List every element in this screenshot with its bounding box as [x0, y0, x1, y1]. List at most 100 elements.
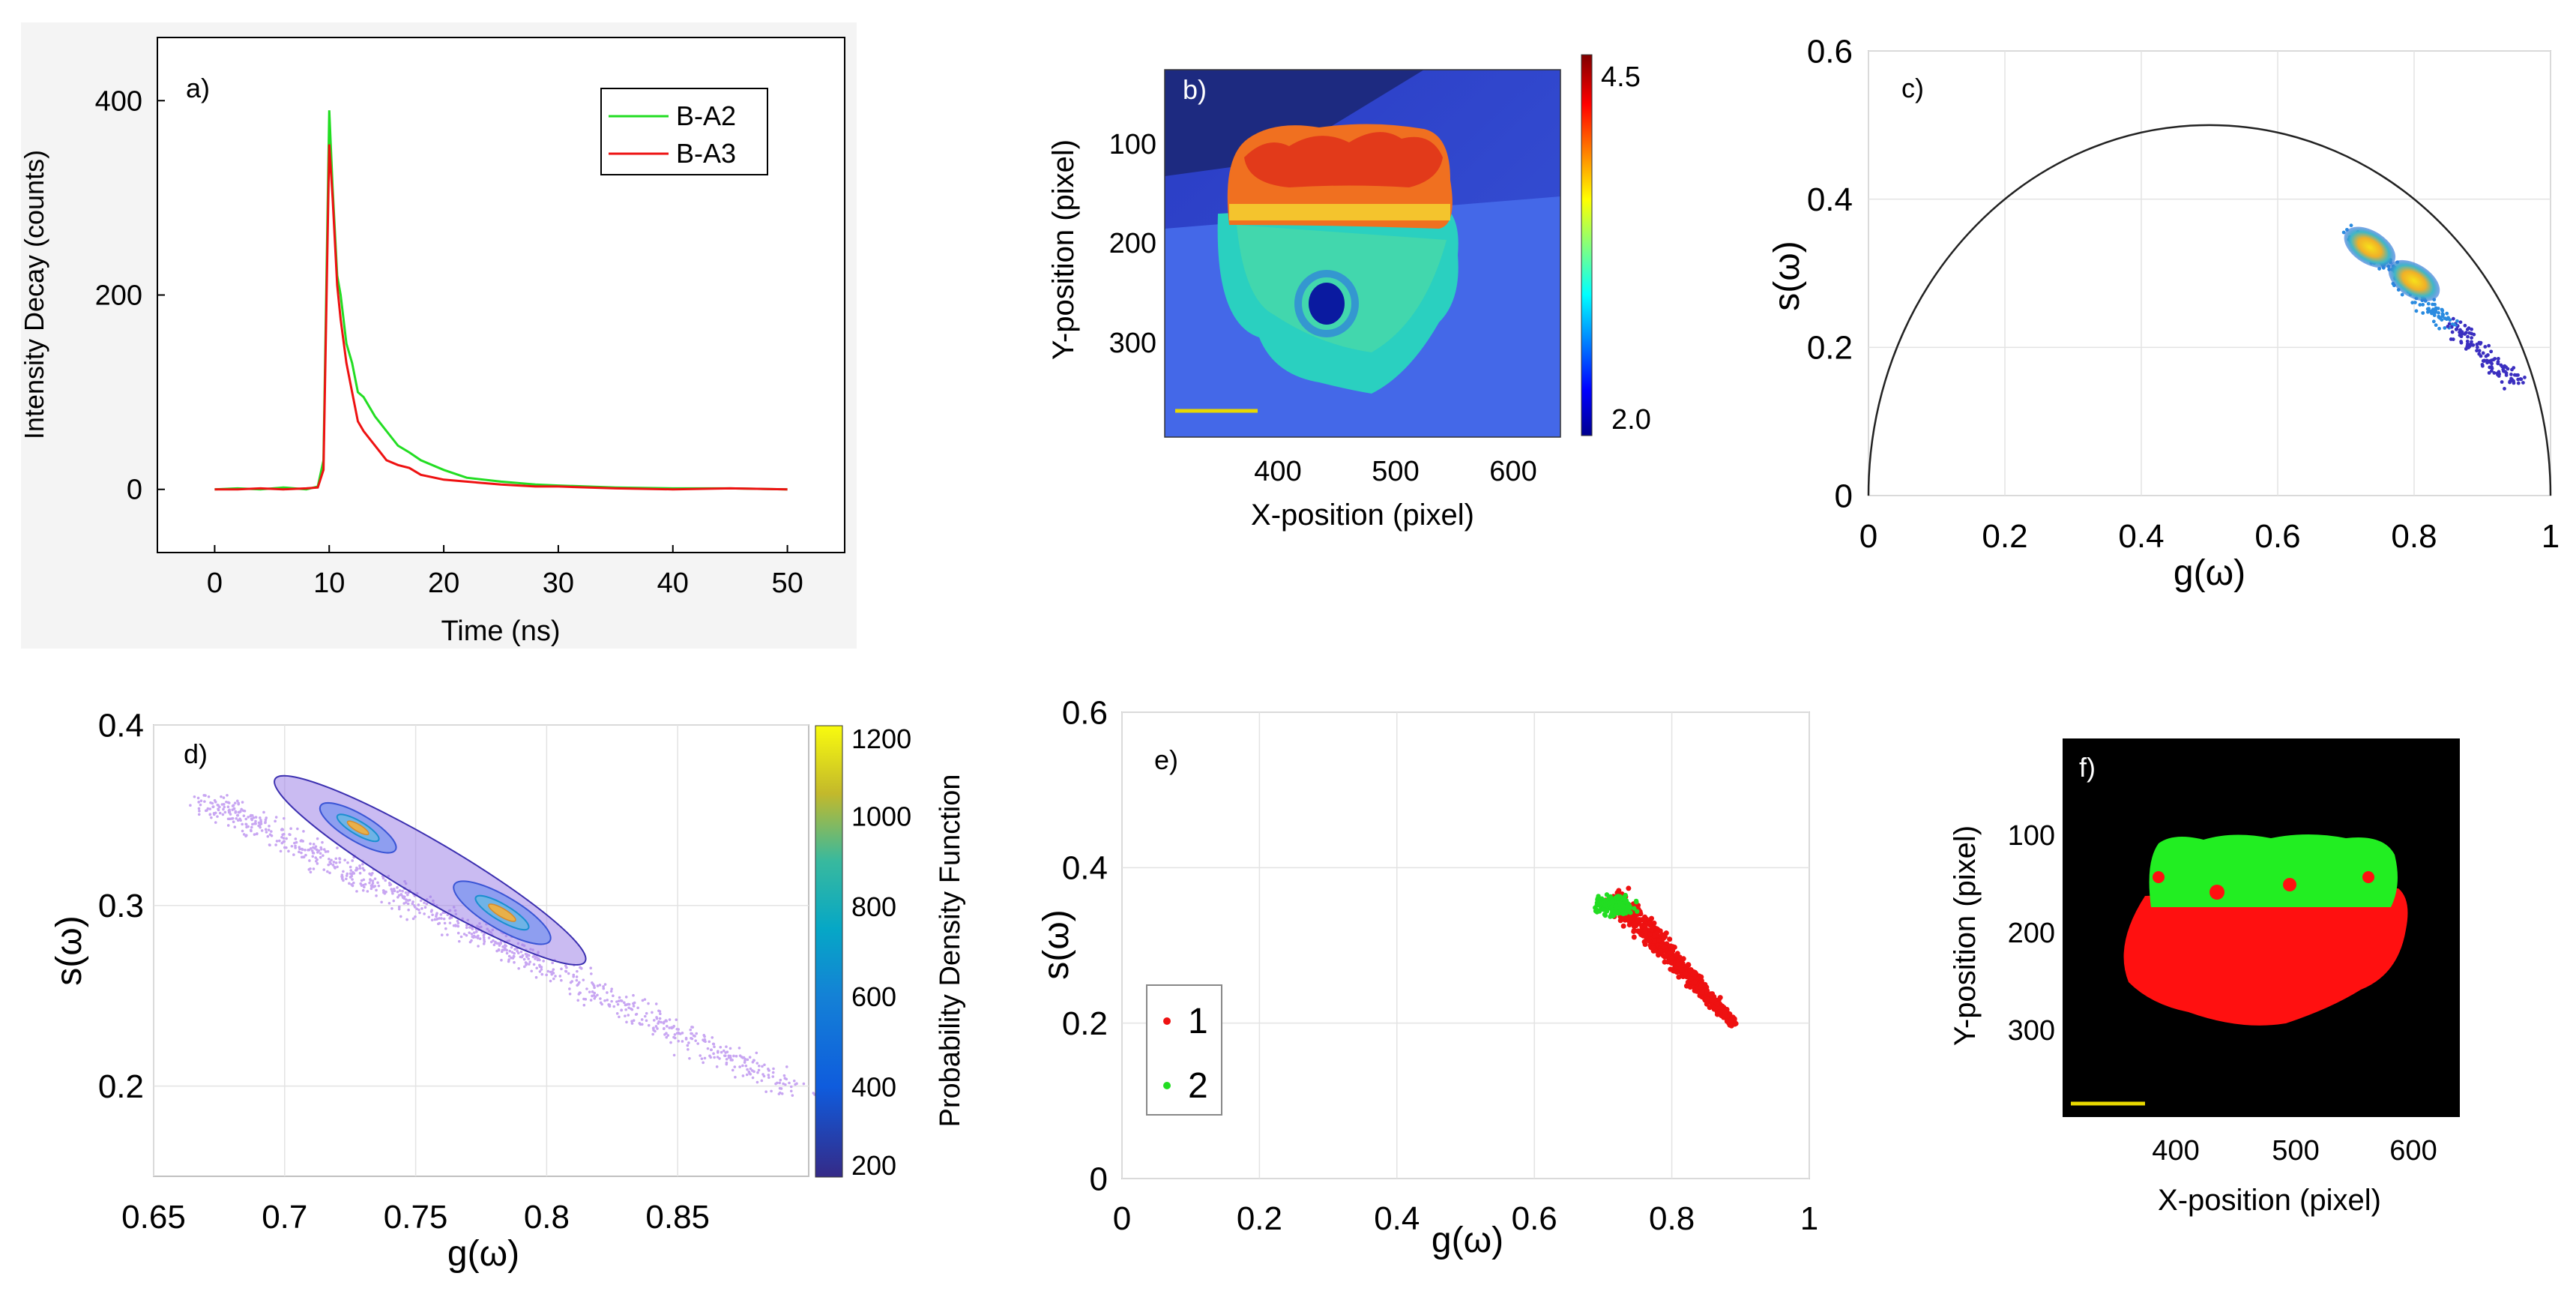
scatter-point — [2450, 330, 2455, 334]
panel-d-ticks: 0.65 0.7 0.75 0.8 0.85 0.2 0.3 0.4 — [98, 707, 710, 1236]
y-tick-label: 0.4 — [1062, 850, 1108, 887]
scatter-point — [459, 935, 463, 939]
scatter-point — [232, 807, 236, 810]
scatter-point-1 — [1633, 923, 1639, 929]
panel-e-axes — [1121, 711, 1810, 1179]
scatter-point — [2410, 301, 2415, 305]
scatter-point-2 — [1594, 907, 1599, 913]
scatter-point — [616, 1002, 620, 1006]
scatter-point — [427, 915, 431, 919]
x-tick-label: 0.7 — [262, 1199, 307, 1236]
scatter-point — [771, 1075, 775, 1078]
scatter-point — [615, 1000, 618, 1003]
scatter-point — [381, 876, 385, 880]
y-tick-label: 0 — [1835, 478, 1853, 514]
scatter-point — [301, 848, 304, 851]
scatter-point — [247, 825, 250, 828]
scatter-point — [610, 999, 613, 1003]
scatter-point — [651, 1011, 654, 1014]
scatter-point — [387, 902, 391, 905]
scatter-point — [232, 820, 235, 824]
scatter-point-1 — [1667, 936, 1673, 942]
scatter-point — [788, 1081, 791, 1085]
scatter-point-2 — [1610, 900, 1616, 905]
scatter-point — [393, 889, 396, 893]
scatter-point — [399, 915, 402, 918]
scatter-point-1 — [1669, 955, 1675, 961]
scatter-point — [235, 816, 238, 820]
scatter-point-2 — [1596, 900, 1602, 906]
scatter-point — [334, 861, 338, 864]
y-tick-label: 0 — [127, 475, 142, 506]
scatter-point — [690, 1026, 693, 1029]
scatter-point — [242, 814, 246, 817]
scatter-point — [708, 1054, 711, 1058]
scatter-point — [312, 867, 316, 870]
scatter-point — [435, 915, 438, 918]
scatter-point — [540, 968, 543, 971]
scatter-point-2 — [1620, 903, 1626, 909]
scatter-point — [703, 1056, 707, 1060]
scatter-point — [233, 825, 237, 828]
panel-a-series — [214, 110, 788, 491]
scatter-point — [612, 1005, 616, 1008]
scatter-point — [298, 847, 301, 851]
scatter-point — [746, 1068, 749, 1071]
scatter-point-1 — [1647, 938, 1653, 944]
scatter-point — [289, 827, 292, 831]
scatter-point — [757, 1068, 761, 1072]
scatter-point — [2492, 371, 2497, 375]
scatter-point — [294, 837, 298, 840]
x-tick-label: 0.85 — [645, 1199, 710, 1236]
scatter-point — [645, 1011, 648, 1015]
scatter-point-1 — [1616, 888, 1622, 894]
scatter-point — [334, 867, 337, 870]
scatter-point — [752, 1059, 755, 1062]
scatter-point-2 — [1622, 894, 1628, 900]
scatter-point — [260, 829, 264, 832]
scatter-point — [264, 828, 268, 831]
panel-b-label: b) — [1183, 74, 1207, 105]
scatter-point — [390, 888, 393, 891]
y-tick-label: 0.4 — [1807, 181, 1853, 218]
scatter-point — [639, 1023, 642, 1026]
scatter-point — [338, 861, 342, 864]
scatter-point-1 — [1651, 920, 1657, 926]
scatter-point — [791, 1094, 794, 1097]
legend-marker-2 — [1163, 1082, 1171, 1089]
scatter-point-1 — [1699, 989, 1705, 995]
panel-f-xtick-400: 400 — [2152, 1135, 2199, 1167]
scatter-point — [355, 866, 358, 870]
scatter-point — [767, 1074, 770, 1077]
scatter-point — [279, 849, 283, 853]
scatter-point — [599, 997, 602, 1000]
scatter-point — [373, 877, 377, 880]
scatter-point — [222, 807, 225, 811]
scatter-point-1 — [1688, 976, 1694, 982]
scatter-point-2 — [1606, 900, 1612, 906]
scatter-point — [414, 915, 417, 918]
scatter-point — [624, 1014, 627, 1017]
scatter-point — [404, 900, 408, 904]
scatter-point — [247, 816, 250, 819]
x-tick-label: 10 — [313, 568, 345, 599]
scatter-point — [300, 839, 304, 843]
scatter-point-1 — [1655, 926, 1661, 932]
scatter-point-1 — [1650, 924, 1656, 930]
scatter-point — [2418, 303, 2422, 307]
scatter-point — [281, 828, 285, 831]
scatter-point — [319, 855, 322, 859]
scatter-point — [274, 843, 277, 846]
scatter-point — [465, 924, 468, 927]
scatter-point — [508, 949, 512, 953]
scatter-point — [706, 1047, 710, 1050]
scatter-point — [720, 1050, 723, 1054]
scatter-point-2 — [1633, 898, 1639, 904]
scatter-point — [251, 822, 254, 826]
scatter-point — [218, 811, 222, 815]
scatter-point-1 — [1680, 967, 1686, 973]
scatter-point — [625, 1020, 628, 1024]
scatter-point — [2464, 331, 2468, 335]
scatter-point — [665, 1025, 669, 1028]
scatter-point — [675, 1018, 678, 1021]
